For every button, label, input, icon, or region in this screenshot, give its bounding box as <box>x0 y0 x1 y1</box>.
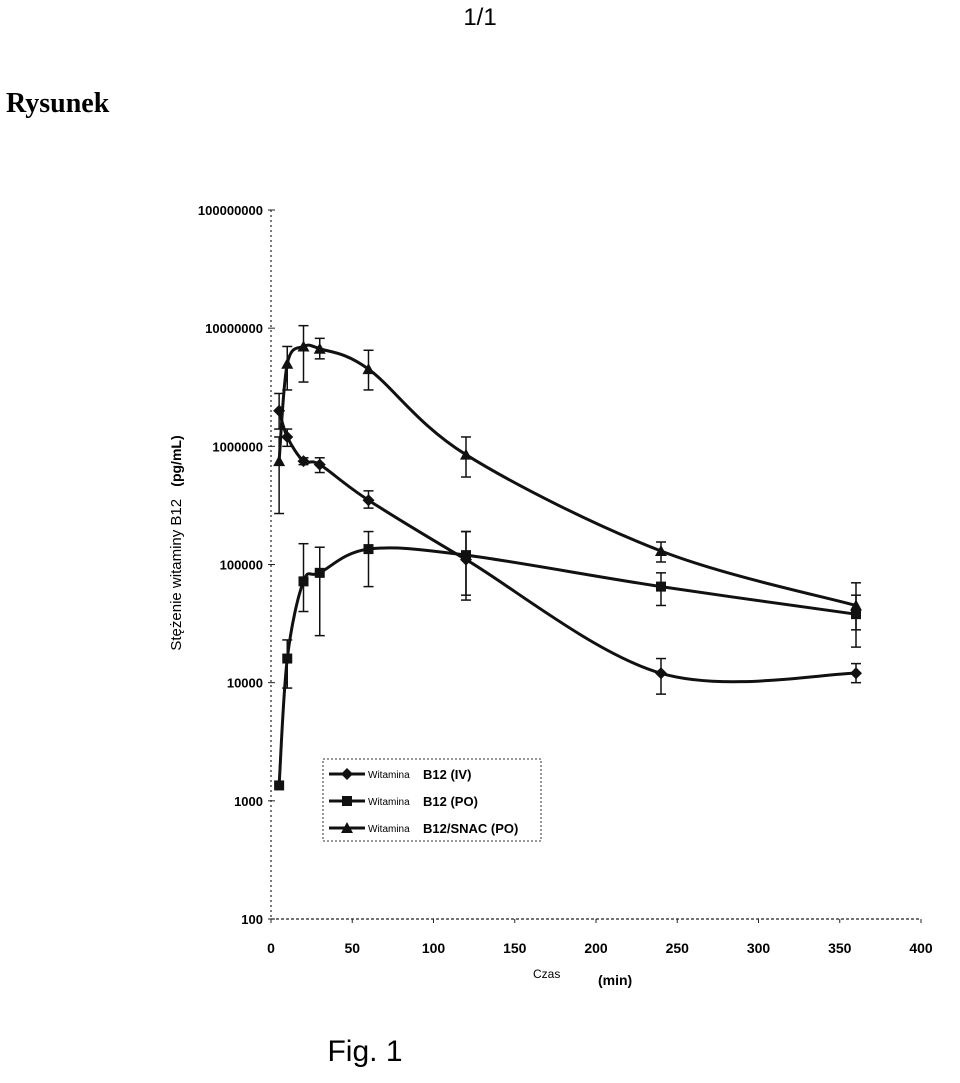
x-axis-ticks: 0 50 100 150 200 250 300 350 400 <box>267 919 933 956</box>
data-point-iv <box>313 458 326 471</box>
y-tick-label: 1000000 <box>212 439 263 454</box>
series-po <box>274 530 861 791</box>
x-tick-label: 150 <box>503 940 527 956</box>
y-axis-label-words: Stężenie witaminy B12 <box>168 499 185 651</box>
data-point-iv <box>362 494 375 507</box>
x-tick-label: 250 <box>666 940 690 956</box>
series-line-iv <box>277 410 857 684</box>
legend-label-name-po: B12 (PO) <box>423 794 478 809</box>
x-axis-label-word: Czas <box>533 967 560 981</box>
data-point-po <box>298 576 309 587</box>
page-heading: Rysunek <box>6 88 110 119</box>
x-tick-label: 0 <box>267 940 275 956</box>
data-point-snac-po <box>313 342 326 354</box>
y-axis-ticks: 100 1000 10000 100000 1000000 10000000 1000000… <box>198 203 275 927</box>
data-point-iv <box>655 667 667 680</box>
legend-label-name-snac-po: B12/SNAC (PO) <box>423 821 518 836</box>
data-point-po <box>461 550 471 561</box>
legend-marker-po <box>342 796 352 806</box>
series-snac-po <box>273 324 862 631</box>
x-tick-label: 300 <box>747 940 771 956</box>
figure-caption: Fig. 1 <box>327 1035 403 1068</box>
legend-box <box>322 758 542 842</box>
data-point-iv <box>850 667 862 680</box>
series-line-snac-po <box>277 343 857 607</box>
page-number: 1/1 <box>463 4 497 31</box>
data-point-snac-po <box>460 448 472 460</box>
chart-legend: Witamina B12 (IV) Witamina B12 (PO) Witamina… <box>322 758 542 842</box>
y-tick-label: 1000 <box>234 794 263 809</box>
x-tick-label: 350 <box>828 940 852 956</box>
data-point-snac-po <box>850 599 862 611</box>
x-tick-label: 200 <box>584 940 608 956</box>
data-point-snac-po <box>281 357 294 369</box>
data-point-snac-po <box>362 363 375 375</box>
data-point-iv <box>297 455 310 468</box>
legend-label-snac-po: Witamina <box>368 824 410 835</box>
y-tick-label: 100 <box>241 912 263 927</box>
legend-marker-snac-po <box>341 822 353 833</box>
data-point-po <box>282 653 293 664</box>
y-axis-label-unit: (pg/mL) <box>168 435 184 486</box>
y-tick-label: 10000000 <box>205 321 263 336</box>
data-point-po <box>274 780 285 791</box>
y-axis-label: Stężenie witaminy B12 (pg/mL) <box>168 435 185 650</box>
x-tick-label: 100 <box>422 940 446 956</box>
legend-label-name-iv: B12 (IV) <box>423 767 471 782</box>
data-point-po <box>363 544 374 555</box>
data-point-snac-po <box>297 340 310 352</box>
legend-label-iv: Witamina <box>368 770 410 781</box>
series-iv <box>273 392 862 695</box>
x-tick-label: 50 <box>344 940 360 956</box>
data-point-iv <box>281 430 294 443</box>
data-point-po <box>656 581 666 592</box>
y-tick-label: 10000 <box>227 676 263 691</box>
data-point-snac-po <box>273 455 286 467</box>
x-tick-label: 400 <box>909 940 933 956</box>
data-point-po <box>314 567 325 578</box>
y-tick-label: 100000 <box>220 558 263 573</box>
data-point-snac-po <box>655 545 667 557</box>
legend-marker-iv <box>341 768 353 780</box>
chart-series <box>273 324 862 791</box>
legend-label-po: Witamina <box>368 797 410 808</box>
x-axis-label-unit: (min) <box>598 972 632 988</box>
y-tick-label: 100000000 <box>198 203 263 218</box>
